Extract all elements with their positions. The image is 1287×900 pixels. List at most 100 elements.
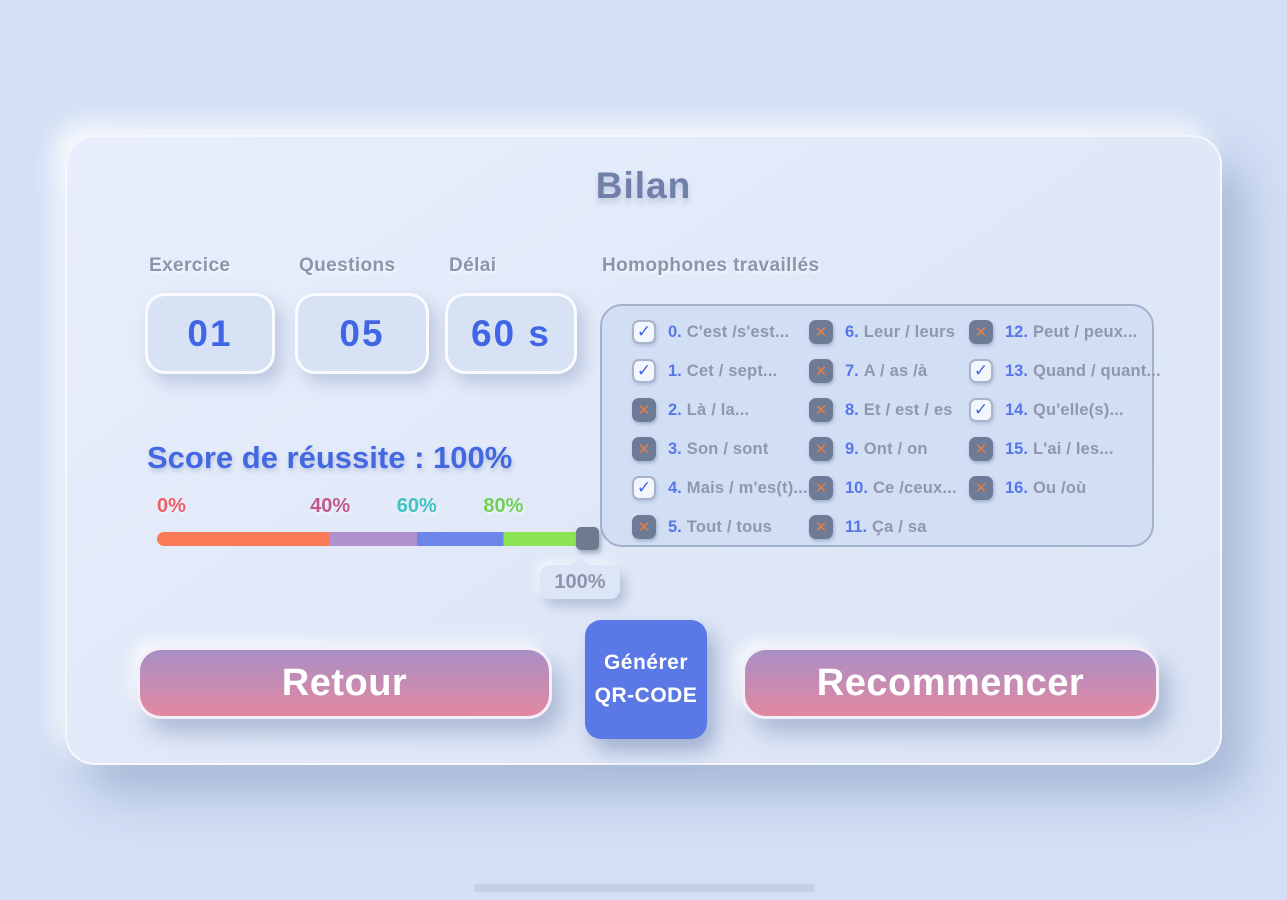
stat-exercice-value: 01 — [187, 312, 233, 354]
stat-delai-label: Délai — [449, 255, 497, 276]
homophone-label: L'ai / les... — [1032, 439, 1114, 458]
checkbox-cross-icon[interactable]: ✕ — [809, 398, 833, 422]
homophone-item[interactable]: ✕ 10. Ce /ceux... — [809, 476, 957, 500]
homophone-number: 9. — [845, 439, 859, 458]
checkbox-cross-icon[interactable]: ✕ — [809, 359, 833, 383]
homophone-label: A / as /à — [863, 361, 928, 380]
slider-handle[interactable] — [576, 527, 599, 550]
homophone-item[interactable]: ✕ 7. A / as /à — [809, 359, 957, 383]
stat-questions-box: 05 — [295, 293, 429, 374]
stat-exercice-box: 01 — [145, 293, 275, 374]
score-bar[interactable] — [157, 532, 590, 546]
homophone-label: Mais / m'es(t)... — [686, 478, 808, 497]
homophone-label: Cet / sept... — [686, 361, 778, 380]
stat-delai: Délai 60 s — [445, 255, 577, 374]
score-tooltip: 100% — [540, 565, 620, 599]
homophone-label: Leur / leurs — [863, 322, 956, 341]
checkbox-cross-icon[interactable]: ✕ — [809, 515, 833, 539]
homophone-label: Et / est / es — [863, 400, 953, 419]
homophone-number: 2. — [668, 400, 682, 419]
homophone-item[interactable]: ✓ 13. Quand / quant... — [969, 359, 1161, 383]
score-slider[interactable] — [157, 527, 599, 551]
homophone-number: 8. — [845, 400, 859, 419]
homophone-label: Tout / tous — [686, 517, 773, 536]
stat-exercice-label: Exercice — [149, 255, 231, 276]
homophone-number: 1. — [668, 361, 682, 380]
checkbox-cross-icon[interactable]: ✕ — [632, 437, 656, 461]
homophone-item[interactable]: ✓ 4. Mais / m'es(t)... — [632, 476, 808, 500]
homophone-item[interactable]: ✓ 1. Cet / sept... — [632, 359, 808, 383]
score-tick: 80% — [483, 495, 524, 517]
homophone-label: Quand / quant... — [1032, 361, 1161, 380]
back-button[interactable]: Retour — [137, 647, 552, 719]
score-tick: 40% — [310, 495, 351, 517]
homophone-item[interactable]: ✕ 16. Ou /où — [969, 476, 1161, 500]
homophone-number: 3. — [668, 439, 682, 458]
page-title: Bilan — [595, 165, 692, 206]
score-tick: 0% — [157, 495, 186, 517]
bilan-card: Bilan Exercice 01 Questions 05 Délai 60 … — [65, 135, 1222, 765]
qr-button-line2: QR-CODE — [594, 684, 698, 707]
score-tick: 60% — [396, 495, 437, 517]
homophone-item[interactable]: ✕ 12. Peut / peux... — [969, 320, 1161, 344]
homophone-item[interactable]: ✕ 6. Leur / leurs — [809, 320, 957, 344]
homophone-item[interactable]: ✕ 9. Ont / on — [809, 437, 957, 461]
checkbox-cross-icon[interactable]: ✕ — [969, 437, 993, 461]
generate-qrcode-button[interactable]: Générer QR-CODE — [585, 620, 707, 739]
stat-questions-label: Questions — [299, 255, 396, 276]
homophone-item[interactable]: ✓ 0. C'est /s'est... — [632, 320, 808, 344]
stat-questions: Questions 05 — [295, 255, 429, 374]
homophone-item[interactable]: ✓ 14. Qu'elle(s)... — [969, 398, 1161, 422]
homophone-item[interactable]: ✕ 15. L'ai / les... — [969, 437, 1161, 461]
homophone-item[interactable]: ✕ 5. Tout / tous — [632, 515, 808, 539]
stat-delai-value: 60 s — [470, 312, 551, 354]
checkbox-checked-icon[interactable]: ✓ — [969, 359, 993, 383]
homophone-label: Son / sont — [686, 439, 769, 458]
checkbox-cross-icon[interactable]: ✕ — [632, 398, 656, 422]
checkbox-cross-icon[interactable]: ✕ — [632, 515, 656, 539]
checkbox-cross-icon[interactable]: ✕ — [809, 476, 833, 500]
homophone-number: 15. — [1005, 439, 1028, 458]
homophone-number: 10. — [845, 478, 868, 497]
checkbox-cross-icon[interactable]: ✕ — [809, 437, 833, 461]
homophone-item[interactable]: ✕ 8. Et / est / es — [809, 398, 957, 422]
score-ticks: 0% 40% 60% 80% — [157, 495, 590, 521]
homophones-panel: ✓ 0. C'est /s'est... ✓ 1. Cet / sept... ✕ 2. Là … — [600, 304, 1161, 547]
homophone-label: Qu'elle(s)... — [1032, 400, 1124, 419]
restart-button[interactable]: Recommencer — [742, 647, 1159, 719]
homophone-number: 6. — [845, 322, 859, 341]
score-title: Score de réussite : 100% — [147, 440, 513, 475]
homophone-number: 12. — [1005, 322, 1028, 341]
checkbox-checked-icon[interactable]: ✓ — [632, 320, 656, 344]
homophone-number: 11. — [845, 517, 868, 536]
home-indicator-bar[interactable] — [474, 884, 815, 892]
checkbox-cross-icon[interactable]: ✕ — [969, 320, 993, 344]
stat-questions-value: 05 — [339, 312, 385, 354]
stat-delai-box: 60 s — [445, 293, 577, 374]
homophones-column-3: ✕ 12. Peut / peux... ✓ 13. Quand / quant... ✓ 1… — [969, 320, 1161, 500]
homophone-number: 7. — [845, 361, 859, 380]
homophones-header: Homophones travaillés — [602, 255, 820, 276]
homophone-label: Là / la... — [686, 400, 750, 419]
homophone-number: 16. — [1005, 478, 1028, 497]
homophone-number: 0. — [668, 322, 682, 341]
homophone-item[interactable]: ✕ 2. Là / la... — [632, 398, 808, 422]
homophone-label: Peut / peux... — [1032, 322, 1138, 341]
homophone-number: 14. — [1005, 400, 1028, 419]
homophones-column-1: ✓ 0. C'est /s'est... ✓ 1. Cet / sept... ✕ 2. Là … — [632, 320, 808, 539]
homophone-item[interactable]: ✕ 11. Ça / sa — [809, 515, 957, 539]
homophone-label: Ou /où — [1032, 478, 1087, 497]
homophone-item[interactable]: ✕ 3. Son / sont — [632, 437, 808, 461]
checkbox-checked-icon[interactable]: ✓ — [632, 359, 656, 383]
stat-exercice: Exercice 01 — [145, 255, 275, 374]
checkbox-cross-icon[interactable]: ✕ — [969, 476, 993, 500]
checkbox-checked-icon[interactable]: ✓ — [969, 398, 993, 422]
homophone-label: Ce /ceux... — [872, 478, 957, 497]
checkbox-cross-icon[interactable]: ✕ — [809, 320, 833, 344]
homophone-number: 5. — [668, 517, 682, 536]
homophone-number: 13. — [1005, 361, 1028, 380]
checkbox-checked-icon[interactable]: ✓ — [632, 476, 656, 500]
homophone-label: Ça / sa — [872, 517, 927, 536]
homophone-label: Ont / on — [863, 439, 928, 458]
homophones-column-2: ✕ 6. Leur / leurs ✕ 7. A / as /à ✕ 8. Et / est /… — [809, 320, 957, 539]
